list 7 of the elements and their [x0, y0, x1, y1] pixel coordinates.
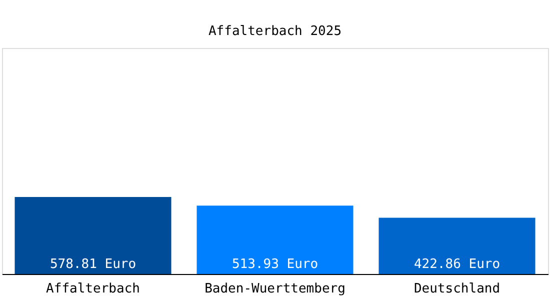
data-label: 513.93 Euro [232, 257, 318, 272]
x-tick-label: Affalterbach [46, 282, 140, 296]
data-label: 422.86 Euro [414, 257, 500, 272]
data-label: 578.81 Euro [50, 257, 136, 272]
chart-title: Affalterbach 2025 [208, 24, 342, 39]
x-tick-label: Baden-Wuerttemberg [204, 282, 346, 296]
x-tick-label: Deutschland [414, 282, 500, 296]
